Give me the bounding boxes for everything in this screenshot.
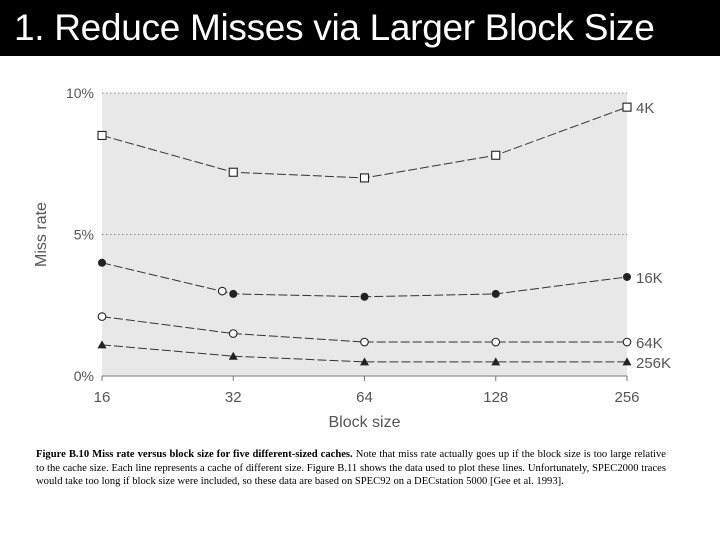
data-point-16k — [491, 289, 500, 298]
x-tick-label: 16 — [94, 389, 111, 406]
x-tick-label: 256 — [614, 389, 639, 406]
x-tick-label: 128 — [483, 389, 508, 406]
miss-rate-chart: 0% 5% 10% 16 32 64 128 256 Block size Miss rate 4K… — [33, 85, 671, 431]
x-tick-label: 32 — [225, 389, 242, 406]
y-tick-label: 10% — [66, 85, 94, 101]
y-axis-label: Miss rate — [33, 202, 50, 267]
plot-area — [102, 93, 627, 376]
data-point-256k — [491, 357, 501, 366]
slide-title: 1. Reduce Misses via Larger Block Size — [14, 7, 655, 48]
data-point-16k — [98, 258, 106, 267]
data-point-256k — [622, 357, 632, 366]
data-point-4k — [622, 102, 632, 112]
x-tick-label: 64 — [356, 389, 373, 406]
y-tick-label: 5% — [74, 227, 94, 243]
data-point-16k-extra — [217, 286, 227, 296]
figure-caption: Figure B.10 Miss rate versus block size … — [36, 448, 666, 489]
data-point-256k — [97, 340, 107, 349]
data-point-4k — [491, 150, 501, 160]
series-line-256k — [101, 344, 627, 363]
data-point-4k — [228, 167, 238, 177]
data-point-16k — [360, 292, 369, 301]
y-tick-label: 0% — [74, 368, 94, 384]
slide-title-bar: 1. Reduce Misses via Larger Block Size — [0, 0, 720, 56]
series-label-64k: 64K — [636, 335, 663, 352]
data-point-16k — [623, 272, 631, 281]
x-axis-label: Block size — [328, 414, 400, 431]
data-point-64k — [228, 329, 238, 338]
data-point-256k — [360, 357, 369, 366]
data-point-4k — [97, 130, 107, 140]
series-line-64k — [101, 316, 627, 343]
series-label-16k: 16K — [636, 270, 663, 287]
data-point-64k — [491, 337, 501, 347]
data-point-64k — [622, 337, 632, 347]
caption-text: Note that miss rate actually goes up if … — [36, 449, 666, 487]
caption-label: Figure B.10 Miss rate versus block size … — [36, 449, 353, 460]
series-label-4k: 4K — [636, 100, 654, 117]
data-point-4k — [359, 173, 370, 183]
data-point-64k — [97, 312, 107, 321]
series-label-256k: 256K — [636, 355, 671, 372]
data-point-16k — [229, 289, 238, 298]
data-point-256k — [228, 351, 238, 360]
data-point-64k — [360, 337, 369, 347]
